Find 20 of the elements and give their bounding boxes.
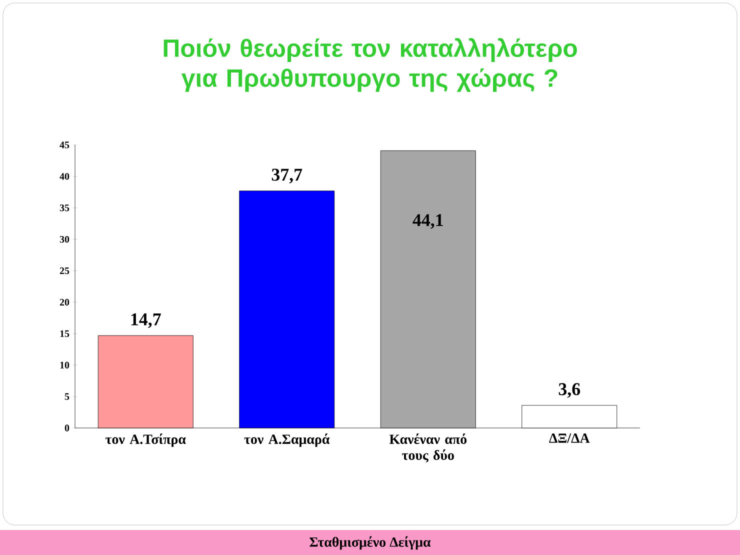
y-tick-label: 35 <box>60 204 70 212</box>
y-tick-label: 0 <box>64 424 70 432</box>
y-tick-label: 20 <box>60 298 70 306</box>
data-label: 37,7 <box>272 168 302 184</box>
text: Σταθμισμένο Δείγμα <box>310 536 431 550</box>
y-tick-label: 30 <box>60 236 70 243</box>
x-tick-label: Κανέναν από τους δύο <box>389 433 467 462</box>
y-tick-label: 5 <box>64 393 70 400</box>
data-label: 3,6 <box>558 383 580 398</box>
data-label: 44,1 <box>412 214 443 229</box>
x-tick-label: ΔΞ/ΔΑ <box>549 433 590 443</box>
y-tick-label: 25 <box>60 267 70 274</box>
y-tick-label: 15 <box>60 330 70 337</box>
y-tick-label: 40 <box>60 173 70 180</box>
chart-title: Ποιόν θεωρείτε τον καταλληλότερο για Πρωθυπουργο της χώρας ? <box>164 38 577 92</box>
data-label: 14,7 <box>131 313 161 328</box>
x-tick-label: τον Α.Τσίπρα <box>106 433 186 447</box>
y-tick-label: 10 <box>60 362 70 368</box>
x-tick-label: τον Α.Σαμαρά <box>244 433 330 447</box>
y-tick-label: 45 <box>60 142 70 148</box>
